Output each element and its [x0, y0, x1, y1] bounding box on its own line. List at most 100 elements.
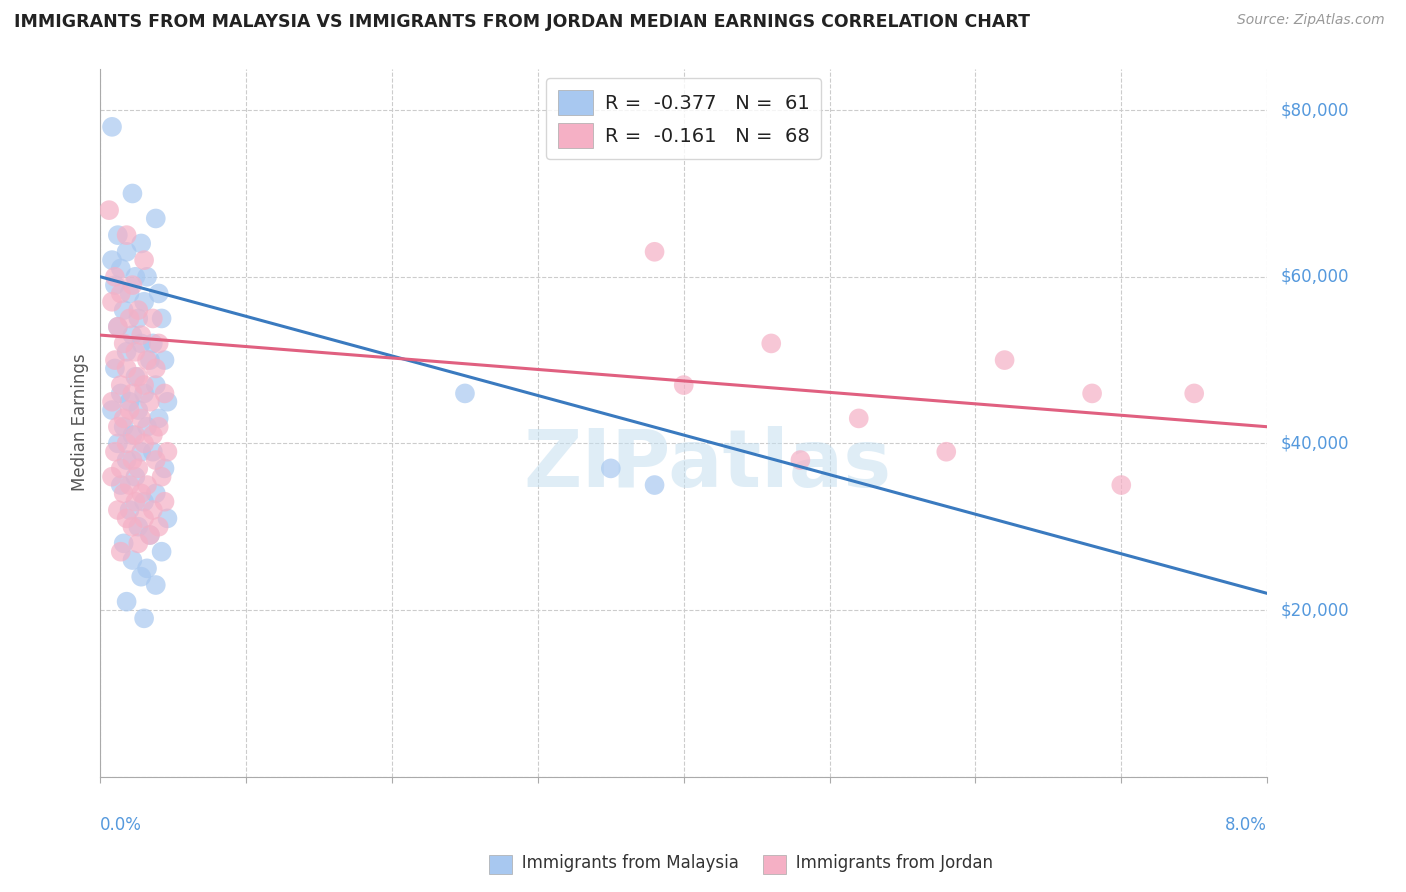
Text: $60,000: $60,000: [1281, 268, 1350, 285]
Text: Immigrants from Jordan: Immigrants from Jordan: [780, 855, 993, 872]
Point: [148, 519, 170, 533]
Point: [107, 319, 129, 334]
Point: [132, 494, 155, 508]
Point: [145, 211, 167, 226]
Point: [132, 253, 155, 268]
Point: [136, 269, 159, 284]
Point: [136, 561, 159, 575]
Point: [104, 269, 127, 284]
Point: [129, 486, 152, 500]
Point: [139, 394, 162, 409]
Text: IMMIGRANTS FROM MALAYSIA VS IMMIGRANTS FROM JORDAN MEDIAN EARNINGS CORRELATION C: IMMIGRANTS FROM MALAYSIA VS IMMIGRANTS F…: [14, 13, 1031, 31]
Point: [121, 278, 143, 293]
Point: [132, 611, 155, 625]
Point: [129, 328, 152, 343]
Point: [121, 553, 143, 567]
Point: [848, 411, 870, 425]
Legend: R =  -0.377   N =  61, R =  -0.161   N =  68: R = -0.377 N = 61, R = -0.161 N = 68: [547, 78, 821, 160]
Point: [118, 403, 141, 417]
Text: Immigrants from Malaysia: Immigrants from Malaysia: [506, 855, 740, 872]
Point: [142, 336, 165, 351]
Point: [761, 336, 783, 351]
Point: [124, 344, 146, 359]
Point: [127, 303, 149, 318]
Point: [115, 453, 138, 467]
Point: [115, 511, 138, 525]
Point: [115, 344, 138, 359]
Point: [104, 278, 127, 293]
Point: [139, 353, 162, 368]
Point: [145, 361, 167, 376]
Point: [110, 544, 132, 558]
Point: [115, 436, 138, 450]
Point: [127, 311, 149, 326]
Point: [142, 428, 165, 442]
Point: [145, 453, 167, 467]
Point: [101, 294, 124, 309]
Point: [101, 394, 124, 409]
Point: [124, 369, 146, 384]
Point: [148, 419, 170, 434]
Point: [150, 469, 173, 483]
Point: [104, 444, 127, 458]
Point: [110, 461, 132, 475]
Point: [148, 411, 170, 425]
Point: [136, 419, 159, 434]
Point: [112, 303, 135, 318]
Point: [136, 478, 159, 492]
Point: [454, 386, 477, 401]
Point: [124, 269, 146, 284]
Point: [148, 286, 170, 301]
Point: [112, 536, 135, 550]
Point: [110, 286, 132, 301]
Point: [121, 519, 143, 533]
Point: [644, 478, 666, 492]
Y-axis label: Median Earnings: Median Earnings: [72, 354, 89, 491]
Point: [98, 203, 121, 218]
Point: [107, 503, 129, 517]
Point: [127, 369, 149, 384]
Point: [132, 511, 155, 525]
Point: [118, 478, 141, 492]
Point: [153, 461, 176, 475]
Point: [935, 444, 957, 458]
Point: [139, 528, 162, 542]
Point: [118, 394, 141, 409]
Point: [129, 336, 152, 351]
Point: [1182, 386, 1205, 401]
Point: [110, 261, 132, 276]
Point: [1081, 386, 1104, 401]
Point: [150, 544, 173, 558]
Point: [129, 570, 152, 584]
Point: [118, 311, 141, 326]
Point: [127, 403, 149, 417]
Point: [112, 336, 135, 351]
Point: [139, 528, 162, 542]
Point: [107, 436, 129, 450]
Point: [121, 386, 143, 401]
Point: [101, 403, 124, 417]
Point: [132, 294, 155, 309]
Point: [994, 353, 1017, 368]
Point: [124, 494, 146, 508]
Point: [150, 311, 173, 326]
Point: [110, 386, 132, 401]
Point: [121, 453, 143, 467]
Text: $20,000: $20,000: [1281, 601, 1350, 619]
Point: [115, 244, 138, 259]
Point: [112, 486, 135, 500]
Point: [104, 361, 127, 376]
Point: [127, 536, 149, 550]
Point: [599, 461, 621, 475]
Point: [156, 394, 179, 409]
Point: [156, 511, 179, 525]
Point: [132, 378, 155, 392]
Point: [101, 469, 124, 483]
Point: [115, 361, 138, 376]
Point: [132, 436, 155, 450]
Point: [127, 519, 149, 533]
Point: [110, 378, 132, 392]
Point: [121, 428, 143, 442]
Point: [153, 386, 176, 401]
Point: [115, 228, 138, 243]
